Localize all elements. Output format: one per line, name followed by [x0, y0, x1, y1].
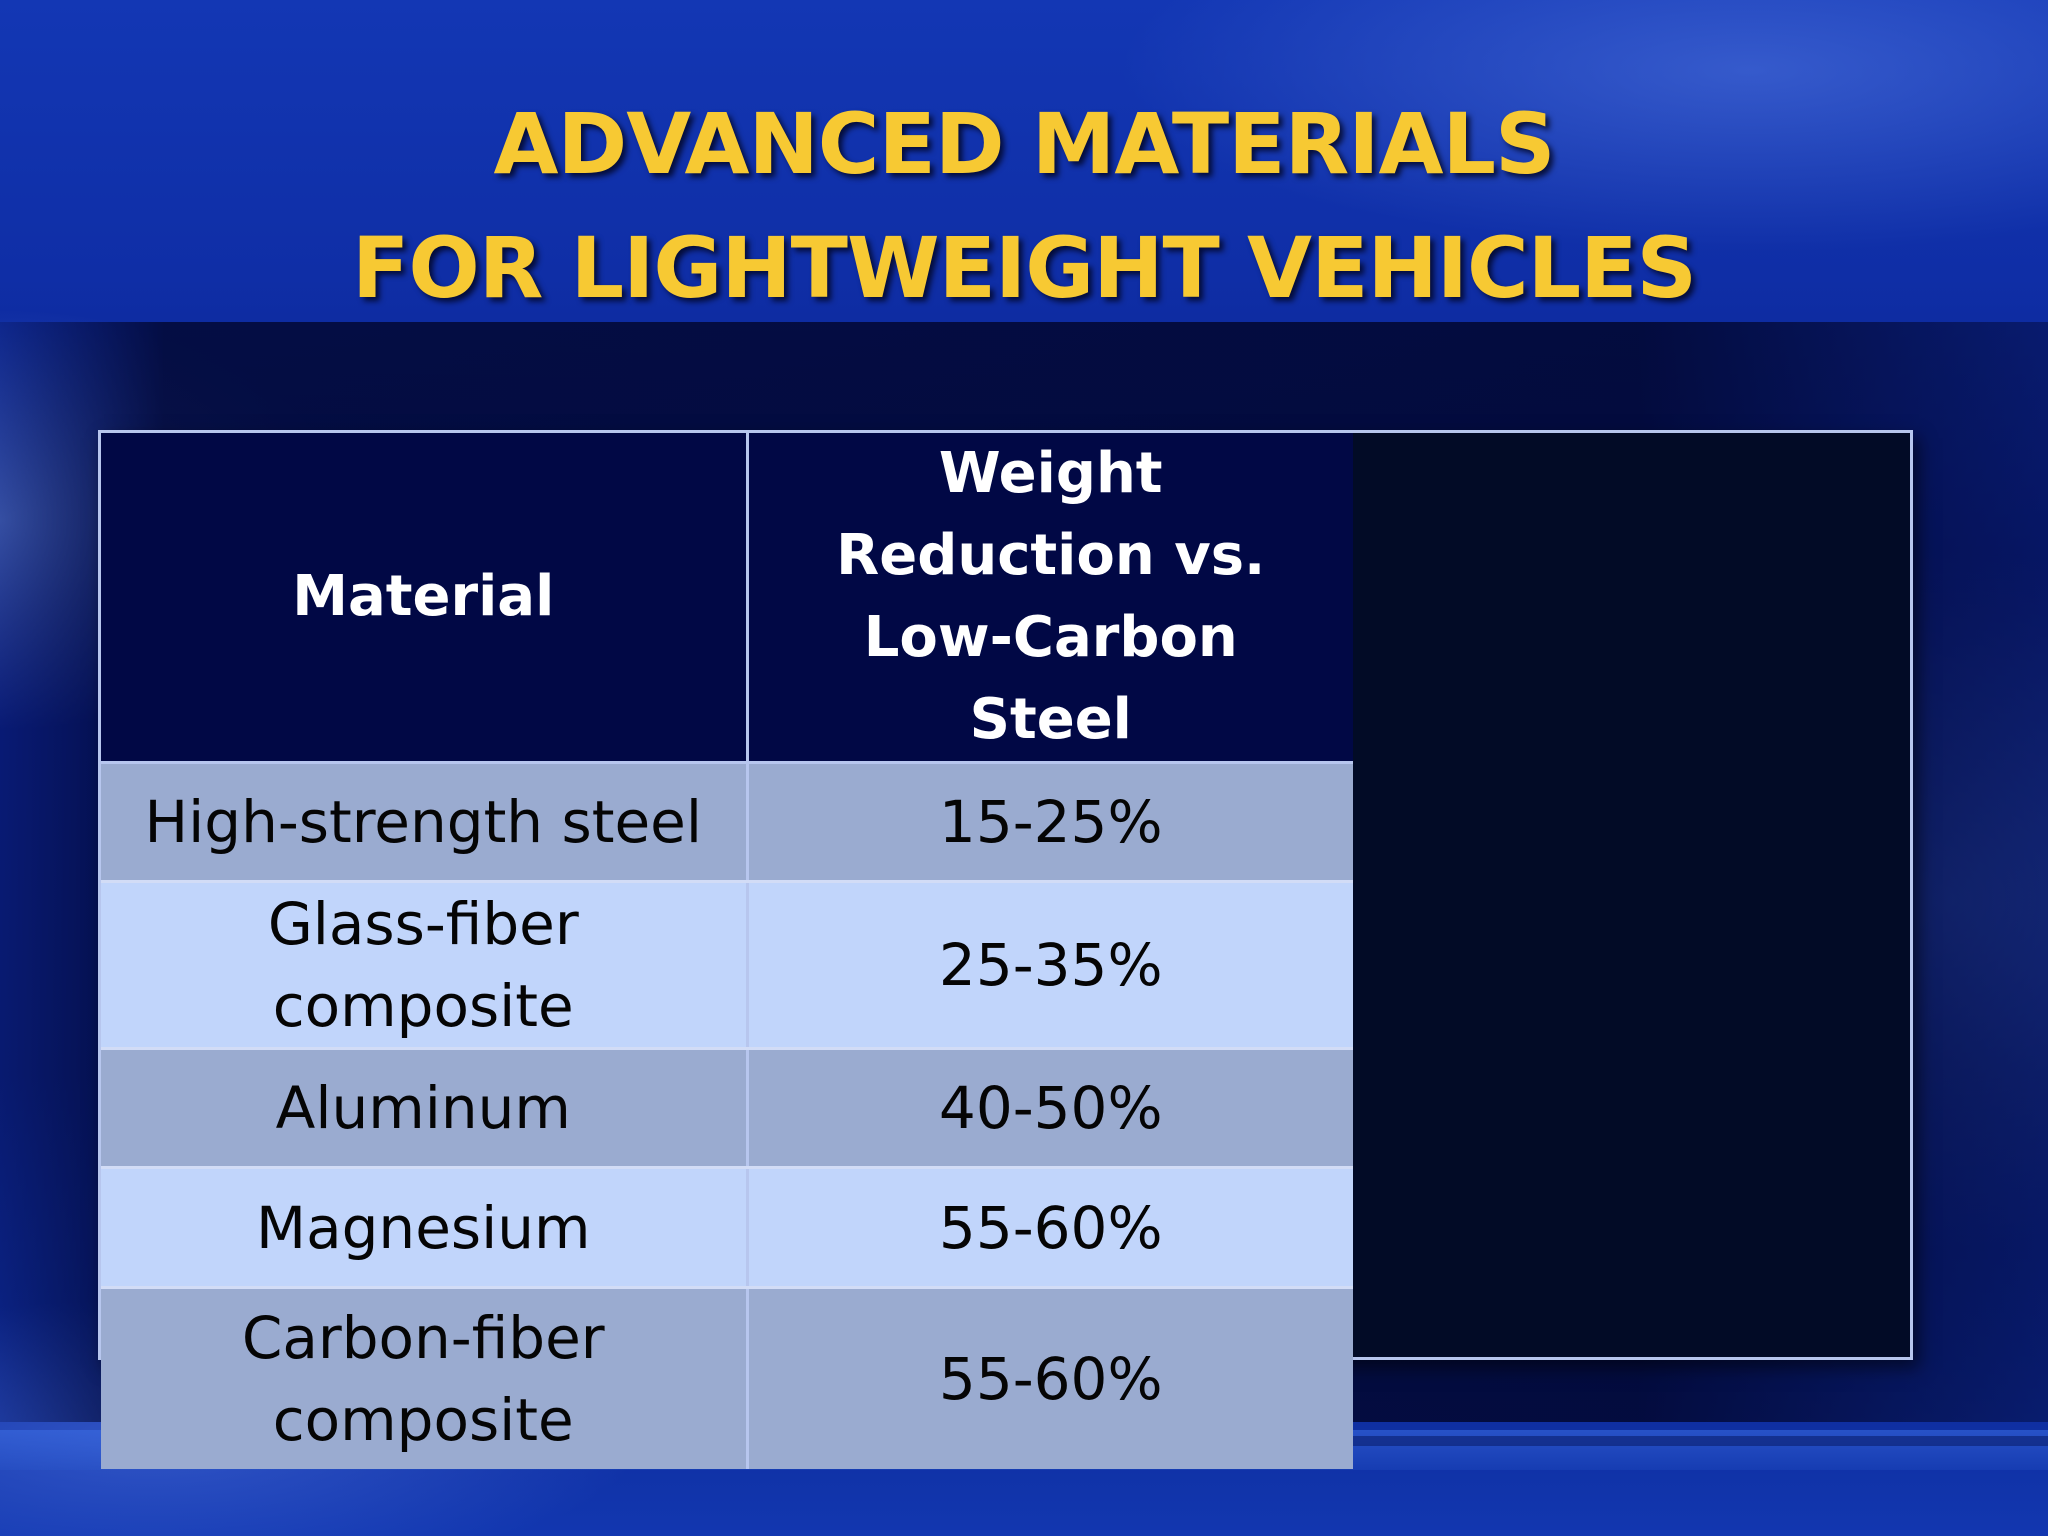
slide-title-line-2: FOR LIGHTWEIGHT VEHICLES — [351, 219, 1697, 317]
cell-reduction: 55-60% — [747, 1167, 1353, 1289]
cell-material: Glass-fiber composite — [101, 881, 749, 1050]
table-row: Magnesium 55-60% — [101, 1167, 1353, 1289]
cell-reduction: 15-25% — [747, 762, 1353, 883]
cell-reduction: 55-60% — [747, 1287, 1353, 1469]
table-row: Aluminum 40-50% — [101, 1048, 1353, 1169]
table-header-row: Material Weight Reduction vs. Low-Carbon… — [101, 433, 1353, 764]
cell-material: Magnesium — [101, 1167, 749, 1289]
slide-title-line-1: ADVANCED MATERIALS — [493, 95, 1555, 193]
table-row: High-strength steel 15-25% — [101, 762, 1353, 883]
cell-material: Carbon-fiber composite — [101, 1287, 749, 1469]
materials-table: Material Weight Reduction vs. Low-Carbon… — [101, 433, 1353, 1469]
cell-reduction: 40-50% — [747, 1048, 1353, 1169]
cell-reduction: 25-35% — [747, 881, 1353, 1050]
slide-title: ADVANCED MATERIALS FOR LIGHTWEIGHT VEHIC… — [0, 82, 2048, 330]
cell-material: High-strength steel — [101, 762, 749, 883]
materials-table-container: Material Weight Reduction vs. Low-Carbon… — [98, 430, 1913, 1469]
cell-material: Aluminum — [101, 1048, 749, 1169]
header-material: Material — [101, 433, 749, 764]
table-row: Glass-fiber composite 25-35% — [101, 881, 1353, 1050]
header-weight-reduction: Weight Reduction vs. Low-Carbon Steel — [747, 433, 1353, 764]
table-row: Carbon-fiber composite 55-60% — [101, 1287, 1353, 1469]
